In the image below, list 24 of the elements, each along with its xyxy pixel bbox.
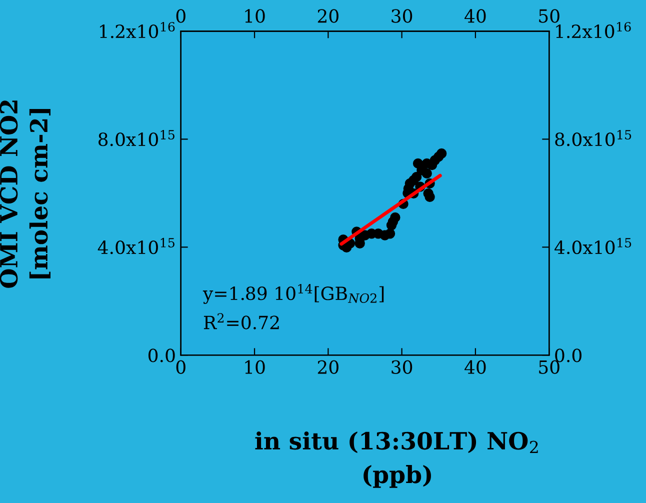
x2-tick-label: 20 [318, 9, 338, 23]
x-tick-label: 20 [318, 360, 338, 374]
x2-tick-label: 50 [539, 9, 560, 23]
x-tick-label: 30 [392, 360, 412, 374]
y2-tick-label: 4.0x10$^{15}$ [554, 238, 632, 254]
annotation: y=1.89 10$^{14}$[GB$_{NO2}$] [202, 284, 384, 304]
y2-tick-label: 0.0 [555, 348, 582, 362]
y-axis-title: OMI VCD NO2 [molec cm-2] [0, 100, 50, 288]
annotation: R$^{2}$=0.72 [204, 313, 279, 330]
x2-tick-label: 10 [245, 9, 265, 23]
x2-tick-label: 0 [176, 9, 186, 23]
x-tick-label: 0 [176, 360, 186, 374]
text: in situ (13:30LT) NO$_{2}$ (ppb) [255, 431, 538, 488]
y-tick-label: 1.2x10$^{16}$ [100, 22, 175, 38]
x-tick-label: 10 [245, 360, 265, 374]
x-tick-label: 50 [539, 360, 560, 374]
x2-tick-label: 30 [392, 9, 412, 23]
y-tick-label: 0.0 [148, 348, 175, 362]
y-tick-label: 8.0x10$^{15}$ [98, 130, 174, 146]
y2-tick-label: 8.0x10$^{15}$ [555, 130, 632, 146]
y2-tick-label: 1.2x10$^{16}$ [556, 22, 631, 38]
x2-tick-label: 40 [464, 9, 486, 23]
y-tick-label: 4.0x10$^{15}$ [98, 238, 174, 254]
x-tick-label: 40 [464, 360, 486, 374]
